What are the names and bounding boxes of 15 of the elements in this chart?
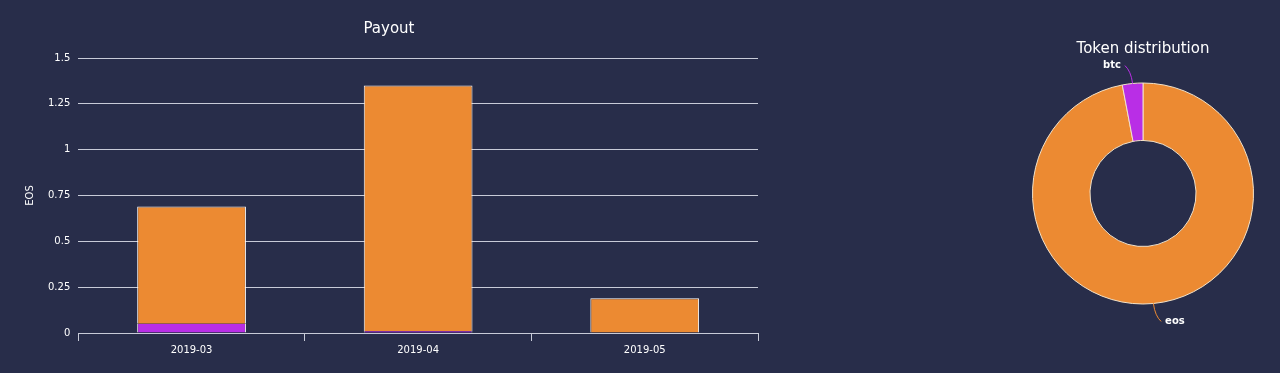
chart-title: Token distribution: [1075, 38, 1210, 57]
y-tick-label: 1.5: [54, 51, 71, 63]
y-tick-label: 1.25: [48, 97, 71, 109]
y-tick-label: 1: [63, 143, 71, 155]
chart-title: Payout: [363, 18, 415, 37]
x-tick-label: 2019-04: [397, 343, 440, 355]
y-tick-label: 0.75: [48, 189, 71, 201]
y-tick-label: 0.25: [48, 280, 71, 292]
x-tick-label: 2019-03: [170, 343, 213, 355]
y-tick-label: 0: [63, 326, 71, 338]
slice-label: btc: [1103, 59, 1121, 71]
x-tick-label: 2019-05: [623, 343, 666, 355]
y-tick-label: 0.5: [54, 234, 71, 246]
slice-label: eos: [1165, 315, 1185, 327]
y-axis-title: EOS: [23, 185, 35, 206]
